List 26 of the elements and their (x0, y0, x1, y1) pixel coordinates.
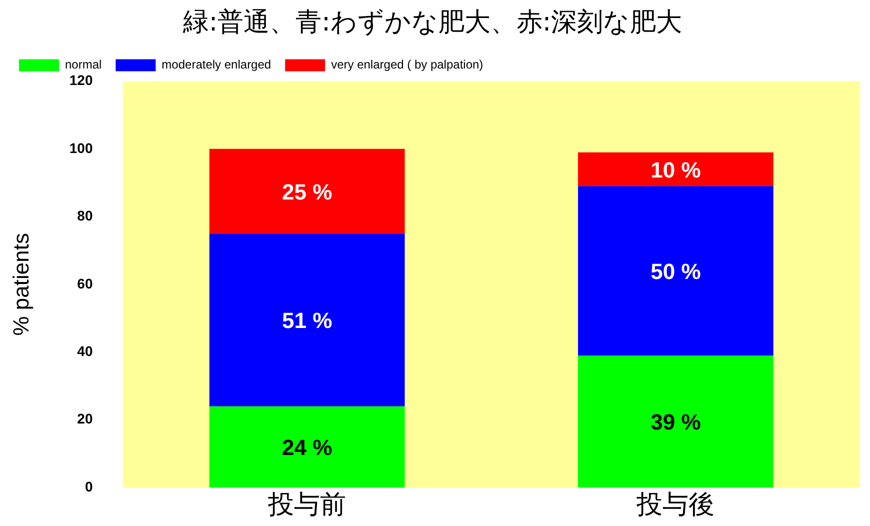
y-axis-title: % patients (8, 233, 34, 336)
data-label: 39 % (650, 410, 701, 435)
legend-label: very enlarged ( by palpation) (331, 58, 484, 72)
y-tick-label: 120 (69, 72, 93, 88)
data-label: 24 % (282, 435, 332, 460)
bar (209, 406, 405, 488)
bar (209, 148, 405, 234)
bar (209, 234, 405, 406)
x-tick-label: 投与後 (636, 490, 715, 520)
y-tick-label: 0 (84, 478, 93, 494)
data-label: 10 % (650, 157, 701, 182)
y-tick-label: 100 (69, 140, 93, 156)
y-tick-label: 80 (77, 208, 93, 224)
y-tick-label: 40 (77, 342, 93, 359)
data-label: 51 % (282, 308, 332, 334)
chart-title: 緑:普通、青:わずかな肥大、赤:深刻な肥大 (182, 7, 682, 38)
bar (578, 152, 774, 186)
x-tick-label: 投与前 (267, 490, 346, 520)
y-tick-label: 20 (77, 410, 93, 427)
legend-label: normal (65, 58, 102, 72)
bar (578, 186, 774, 356)
y-tick-label: 60 (77, 275, 93, 292)
bar (578, 356, 774, 488)
data-label: 50 % (650, 258, 701, 284)
legend-label: moderately enlarged (162, 58, 272, 72)
data-label: 25 % (282, 179, 332, 204)
